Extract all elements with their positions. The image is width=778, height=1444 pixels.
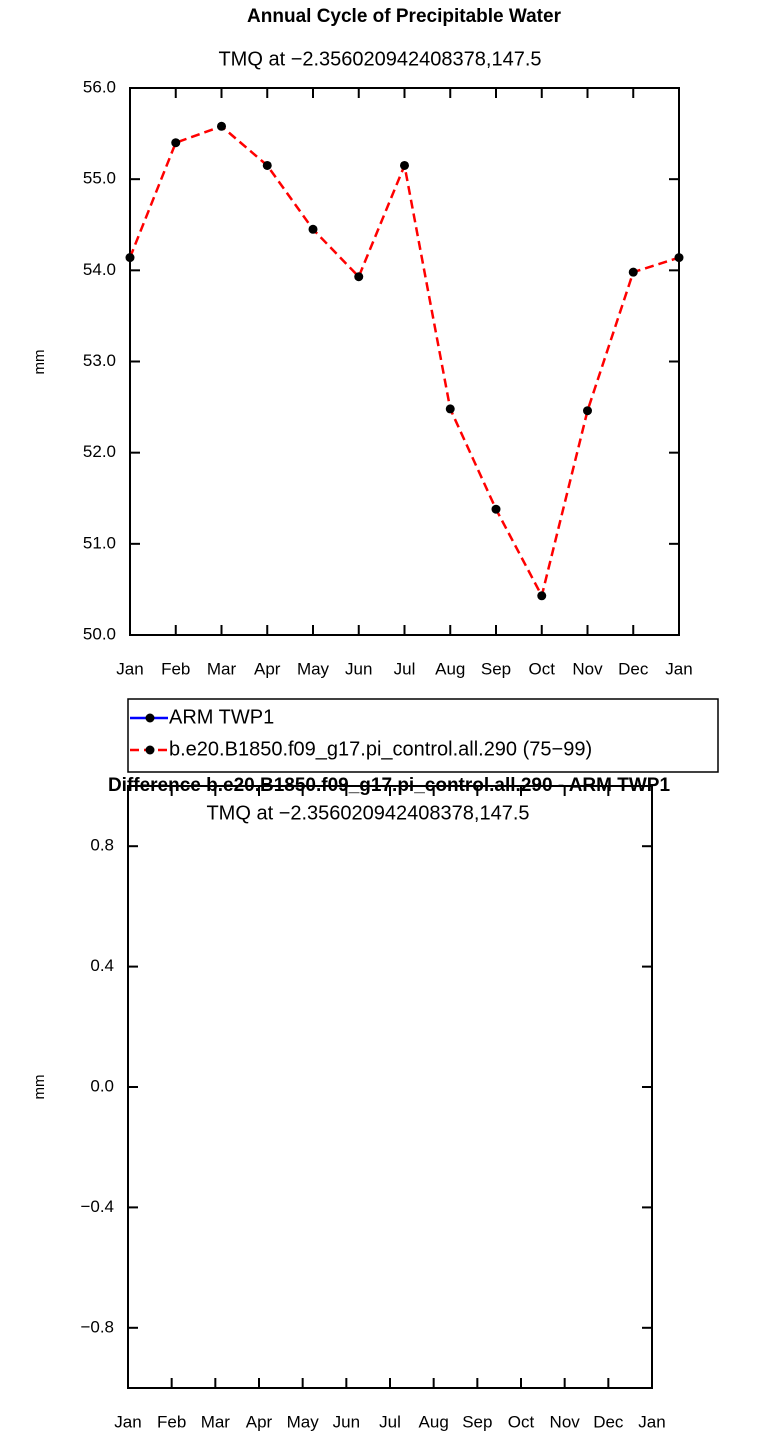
data-point [217,121,226,131]
x-tick-label: Jan [114,1412,141,1431]
x-tick-label: Sep [462,1412,492,1431]
x-tick-label: Jun [345,659,372,678]
data-point [262,160,272,170]
y-tick-label: 0.8 [90,836,114,855]
x-tick-label: Jan [638,1412,665,1431]
data-point [125,253,135,263]
chart-subtitle: TMQ at −2.356020942408378,147.5 [218,48,541,70]
data-point [354,272,364,282]
data-point [537,591,547,601]
legend-marker [145,745,155,755]
x-tick-label: Jan [665,659,692,678]
y-tick-label: 51.0 [83,533,116,552]
y-tick-label: −0.8 [80,1317,114,1336]
x-tick-label: Dec [593,1412,624,1431]
x-tick-label: Aug [435,659,465,678]
data-point [308,224,318,234]
x-tick-label: Mar [207,659,237,678]
data-line [128,124,680,600]
x-tick-label: May [297,659,330,678]
y-tick-label: 52.0 [83,442,116,461]
x-tick-label: Apr [254,659,281,678]
plot-frame [129,87,680,636]
chart-title: Annual Cycle of Precipitable Water [247,6,562,27]
x-tick-label: May [287,1412,320,1431]
data-point [491,504,501,514]
x-tick-label: Jan [116,659,143,678]
x-tick-label: Aug [419,1412,449,1431]
legend-label: ARM TWP1 [169,706,274,728]
data-point [628,267,638,277]
plot-frame [127,785,653,1389]
x-tick-label: Jul [394,659,416,678]
legend-box [127,698,719,773]
chart-subtitle: TMQ at −2.356020942408378,147.5 [206,802,529,824]
y-axis-label: mm [31,1075,48,1100]
x-tick-label: Nov [550,1412,581,1431]
data-point [445,404,455,414]
y-tick-label: 56.0 [83,77,116,96]
y-tick-label: −0.4 [80,1197,114,1216]
y-tick-label: 54.0 [83,260,116,279]
x-tick-label: Apr [246,1412,273,1431]
x-tick-label: Oct [508,1412,535,1431]
data-point [583,406,592,416]
x-tick-label: Dec [618,659,649,678]
data-point [674,253,684,263]
x-tick-label: Oct [529,659,556,678]
x-tick-label: Jun [333,1412,360,1431]
data-point [400,160,409,170]
data-point [171,138,181,148]
y-tick-label: 55.0 [83,169,116,188]
y-tick-label: 0.4 [90,956,114,975]
y-tick-label: 53.0 [83,351,116,370]
x-tick-label: Feb [157,1412,186,1431]
x-tick-label: Jul [379,1412,401,1431]
x-tick-label: Sep [481,659,511,678]
x-tick-label: Mar [201,1412,231,1431]
y-tick-label: 0.0 [90,1076,114,1095]
x-tick-label: Nov [572,659,603,678]
y-tick-label: 50.0 [83,624,116,643]
y-axis-label: mm [31,350,48,375]
legend-label: b.e20.B1850.f09_g17.pi_control.all.290 (… [169,738,592,760]
legend-marker [145,713,155,723]
x-tick-label: Feb [161,659,190,678]
